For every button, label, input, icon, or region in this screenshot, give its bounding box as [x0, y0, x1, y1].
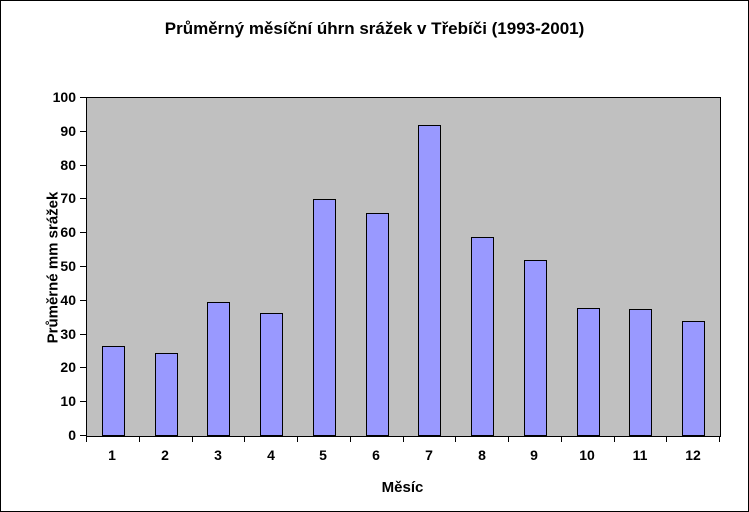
x-tick-mark — [666, 437, 667, 442]
x-tick-label-12: 12 — [685, 447, 701, 463]
bar-month-7 — [418, 125, 441, 436]
y-tick-mark — [80, 401, 86, 402]
y-tick-mark — [80, 165, 86, 166]
y-tick-label: 30 — [60, 326, 76, 342]
x-tick-mark — [350, 437, 351, 442]
y-tick-mark — [80, 266, 86, 267]
x-tick-label-2: 2 — [161, 447, 169, 463]
bar-month-10 — [577, 308, 600, 436]
y-tick-label: 80 — [60, 157, 76, 173]
bar-month-2 — [155, 353, 178, 436]
x-tick-label-9: 9 — [530, 447, 538, 463]
x-tick-label-10: 10 — [579, 447, 595, 463]
plot-area — [86, 97, 721, 437]
bar-month-11 — [629, 309, 652, 436]
x-tick-label-3: 3 — [214, 447, 222, 463]
x-tick-mark — [455, 437, 456, 442]
y-tick-mark — [80, 131, 86, 132]
y-tick-label: 10 — [60, 393, 76, 409]
x-tick-mark — [719, 437, 720, 442]
x-tick-mark — [508, 437, 509, 442]
bar-month-12 — [682, 321, 705, 436]
bar-month-5 — [313, 199, 336, 436]
x-axis-title: Měsíc — [381, 479, 424, 496]
bar-month-3 — [207, 302, 230, 436]
x-tick-mark — [403, 437, 404, 442]
bar-month-6 — [366, 213, 389, 436]
bar-month-4 — [260, 313, 283, 436]
x-tick-mark — [297, 437, 298, 442]
y-tick-label: 20 — [60, 359, 76, 375]
y-tick-label: 90 — [60, 123, 76, 139]
y-tick-mark — [80, 435, 86, 436]
x-tick-mark — [139, 437, 140, 442]
x-tick-mark — [561, 437, 562, 442]
y-tick-label: 40 — [60, 292, 76, 308]
y-tick-mark — [80, 198, 86, 199]
bar-month-1 — [102, 346, 125, 436]
x-tick-mark — [86, 437, 87, 442]
x-tick-label-5: 5 — [319, 447, 327, 463]
y-tick-mark — [80, 232, 86, 233]
bar-month-9 — [524, 260, 547, 436]
bar-month-8 — [471, 237, 494, 436]
y-tick-mark — [80, 367, 86, 368]
chart-title: Průměrný měsíční úhrn srážek v Třebíči (… — [164, 19, 585, 38]
x-tick-label-6: 6 — [372, 447, 380, 463]
x-tick-mark — [244, 437, 245, 442]
x-tick-mark — [192, 437, 193, 442]
x-tick-label-11: 11 — [632, 447, 648, 463]
y-tick-mark — [80, 300, 86, 301]
x-tick-mark — [614, 437, 615, 442]
x-tick-label-8: 8 — [478, 447, 486, 463]
y-tick-label: 100 — [52, 89, 76, 105]
x-tick-label-7: 7 — [425, 447, 433, 463]
y-tick-label: 60 — [60, 224, 76, 240]
x-tick-label-4: 4 — [267, 447, 275, 463]
y-tick-label: 0 — [68, 427, 76, 443]
y-tick-label: 70 — [60, 190, 76, 206]
y-tick-mark — [80, 97, 86, 98]
x-tick-label-1: 1 — [108, 447, 116, 463]
y-tick-label: 50 — [60, 258, 76, 274]
y-tick-mark — [80, 334, 86, 335]
